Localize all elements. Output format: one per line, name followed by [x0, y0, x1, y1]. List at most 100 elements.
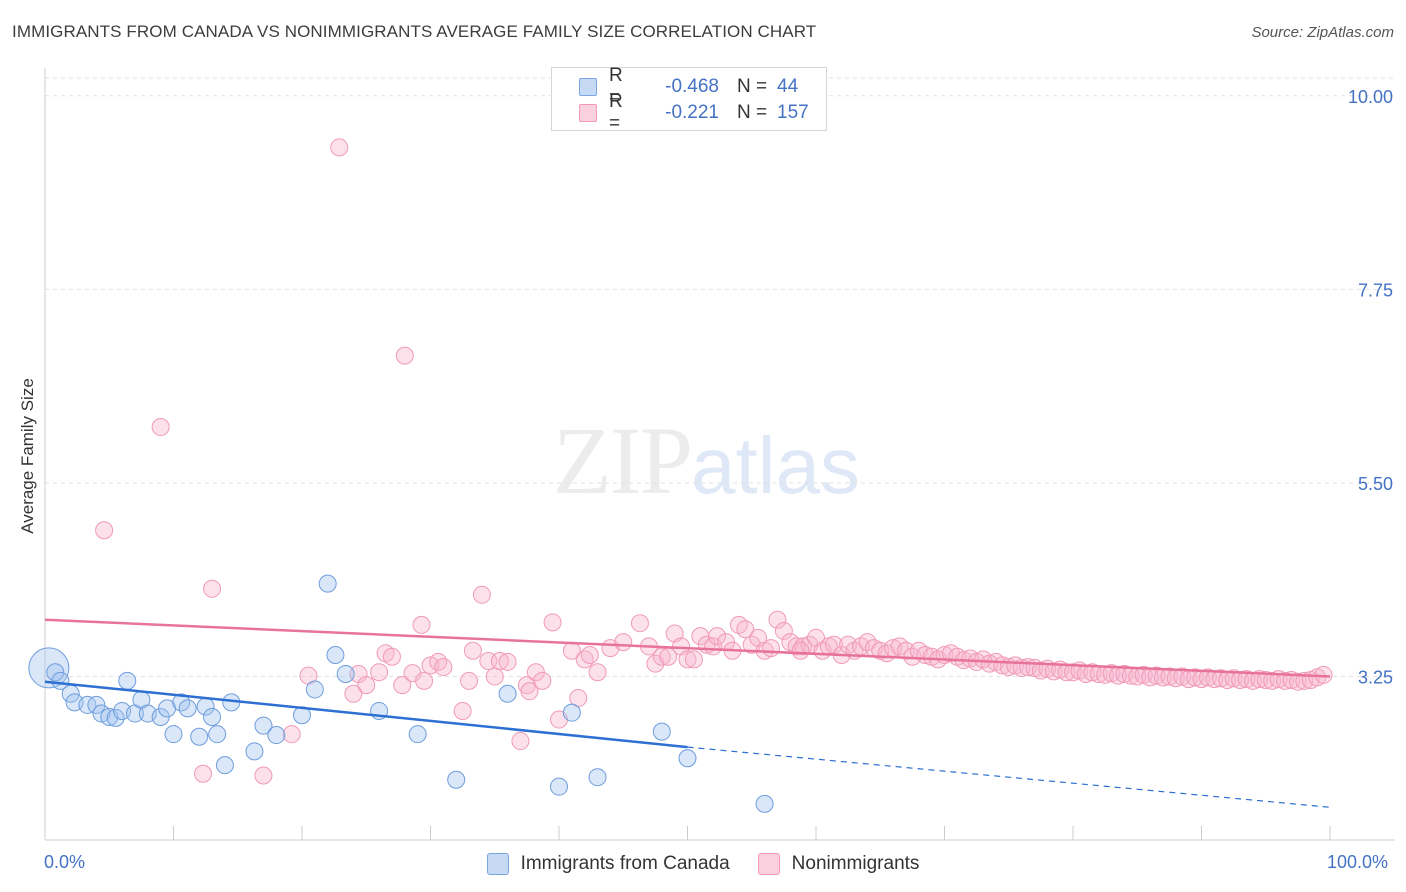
immigrant-point [164, 725, 183, 744]
x-tick-label-max: 100.0% [1327, 852, 1389, 872]
trend-lines [44, 618, 1331, 808]
legend-swatch-nonimmigrants [579, 104, 597, 122]
nonimmigrant-point [453, 701, 472, 720]
immigrant-point [178, 699, 197, 718]
legend-r-label: R = [609, 91, 623, 134]
nonimmigrant-point [1276, 671, 1295, 690]
nonimmigrant-point [498, 652, 517, 671]
nonimmigrant-point [533, 671, 552, 690]
nonimmigrant-point [588, 663, 607, 682]
y-tick-label: 10.00 [1348, 87, 1393, 107]
nonimmigrant-point [472, 585, 491, 604]
y-tick-label: 3.25 [1358, 668, 1393, 688]
correlation-legend: R = -0.468 N = 44 R = -0.221 N = 157 [551, 65, 827, 134]
legend-n-label: N = [737, 102, 768, 123]
nonimmigrant-point [95, 521, 114, 540]
immigrant-point [203, 707, 222, 726]
nonimmigrant-point [412, 615, 431, 634]
nonimmigrant-point [511, 732, 530, 751]
nonimmigrant-point [614, 633, 633, 652]
legend-swatch-immigrants [579, 78, 597, 96]
nonimmigrant-point [824, 635, 843, 654]
nonimmigrant-point [1263, 671, 1282, 690]
nonimmigrant-point [520, 682, 539, 701]
nonimmigrant-point [370, 663, 389, 682]
nonimmigrant-point [1160, 667, 1179, 686]
immigrant-point [588, 768, 607, 787]
nonimmigrant-point [344, 684, 363, 703]
immigrant-point [254, 716, 273, 735]
immigrant-point [498, 684, 517, 703]
nonimmigrant-point [415, 671, 434, 690]
nonimmigrant-point [762, 639, 781, 658]
nonimmigrant-point [1186, 668, 1205, 687]
chart-source: Source: ZipAtlas.com [1251, 24, 1394, 41]
nonimmigrant-point [630, 614, 649, 633]
nonimmigrant-point [330, 138, 349, 157]
immigrants-points [28, 574, 774, 813]
legend-r-value: -0.221 [665, 102, 719, 123]
nonimmigrant-point [434, 658, 453, 677]
nonimmigrant-point [678, 650, 697, 669]
immigrant-point [562, 703, 581, 722]
immigrant-point [87, 695, 106, 714]
immigrant-point [550, 777, 568, 796]
nonimmigrant-point [194, 764, 213, 783]
watermark: ZIPatlas [553, 405, 860, 516]
nonimmigrants-points [95, 138, 1333, 785]
nonimmigrant-point [1044, 662, 1063, 681]
immigrant-point [305, 680, 324, 699]
immigrant-point [28, 647, 70, 689]
series-swatch-immigrants [486, 853, 509, 875]
y-tick-label: 7.75 [1358, 280, 1393, 300]
legend-n-label: N = [737, 76, 768, 97]
legend-row-immigrants: R = -0.468 N = 44 [552, 65, 817, 108]
nonimmigrant-point [1031, 661, 1050, 680]
immigrant-point [46, 663, 65, 682]
y-tick-label: 5.50 [1358, 474, 1393, 494]
immigrant-point [245, 742, 264, 761]
immigrant-point [106, 708, 125, 727]
immigrant-point [267, 726, 286, 745]
nonimmigrant-point [429, 652, 448, 671]
nonimmigrant-point [1237, 670, 1256, 689]
nonimmigrant-point [774, 621, 793, 640]
nonimmigrant-point [1211, 669, 1230, 688]
immigrant-point [51, 671, 70, 690]
immigrant-point [652, 722, 671, 741]
immigrant-point [318, 574, 337, 593]
nonimmigrant-point [791, 641, 810, 660]
immigrant-point [336, 664, 355, 683]
nonimmigrant-point [357, 676, 376, 695]
nonimmigrant-point [151, 418, 170, 437]
nonimmigrant-point [395, 346, 414, 365]
nonimmigrant-point [382, 647, 401, 666]
watermark-zip: ZIP [553, 407, 693, 514]
nonimmigrant-point [580, 646, 599, 665]
series-legend-immigrants: Immigrants from Canada [486, 853, 730, 875]
nonimmigrant-point [490, 652, 509, 671]
legend-n-value: 157 [777, 102, 809, 123]
immigrant-point [215, 756, 234, 775]
nonimmigrant-point [463, 641, 482, 660]
immigrants-trend-line [44, 680, 688, 749]
legend-r-value: -0.468 [665, 76, 719, 97]
watermark-atlas: atlas [691, 421, 860, 510]
y-axis-label: Average Family Size [18, 378, 37, 534]
axes [44, 68, 1395, 841]
immigrant-point [118, 671, 137, 690]
nonimmigrants-trend-line [44, 618, 1331, 678]
grid-lines [45, 77, 1395, 678]
nonimmigrant-point [1224, 669, 1243, 688]
series-name-immigrants: Immigrants from Canada [520, 853, 730, 874]
immigrant-point [755, 794, 774, 813]
immigrant-point [208, 725, 227, 744]
legend-row-nonimmigrants: R = -0.221 N = 157 [552, 91, 817, 134]
series-legend-nonimmigrants: Nonimmigrants [757, 853, 919, 875]
immigrant-point [408, 725, 427, 744]
nonimmigrant-point [768, 610, 787, 629]
series-legend: Immigrants from Canada Nonimmigrants [0, 853, 1406, 875]
nonimmigrant-point [393, 676, 412, 695]
y-tick-labels: 3.25 5.50 7.75 10.00 [1348, 87, 1393, 688]
